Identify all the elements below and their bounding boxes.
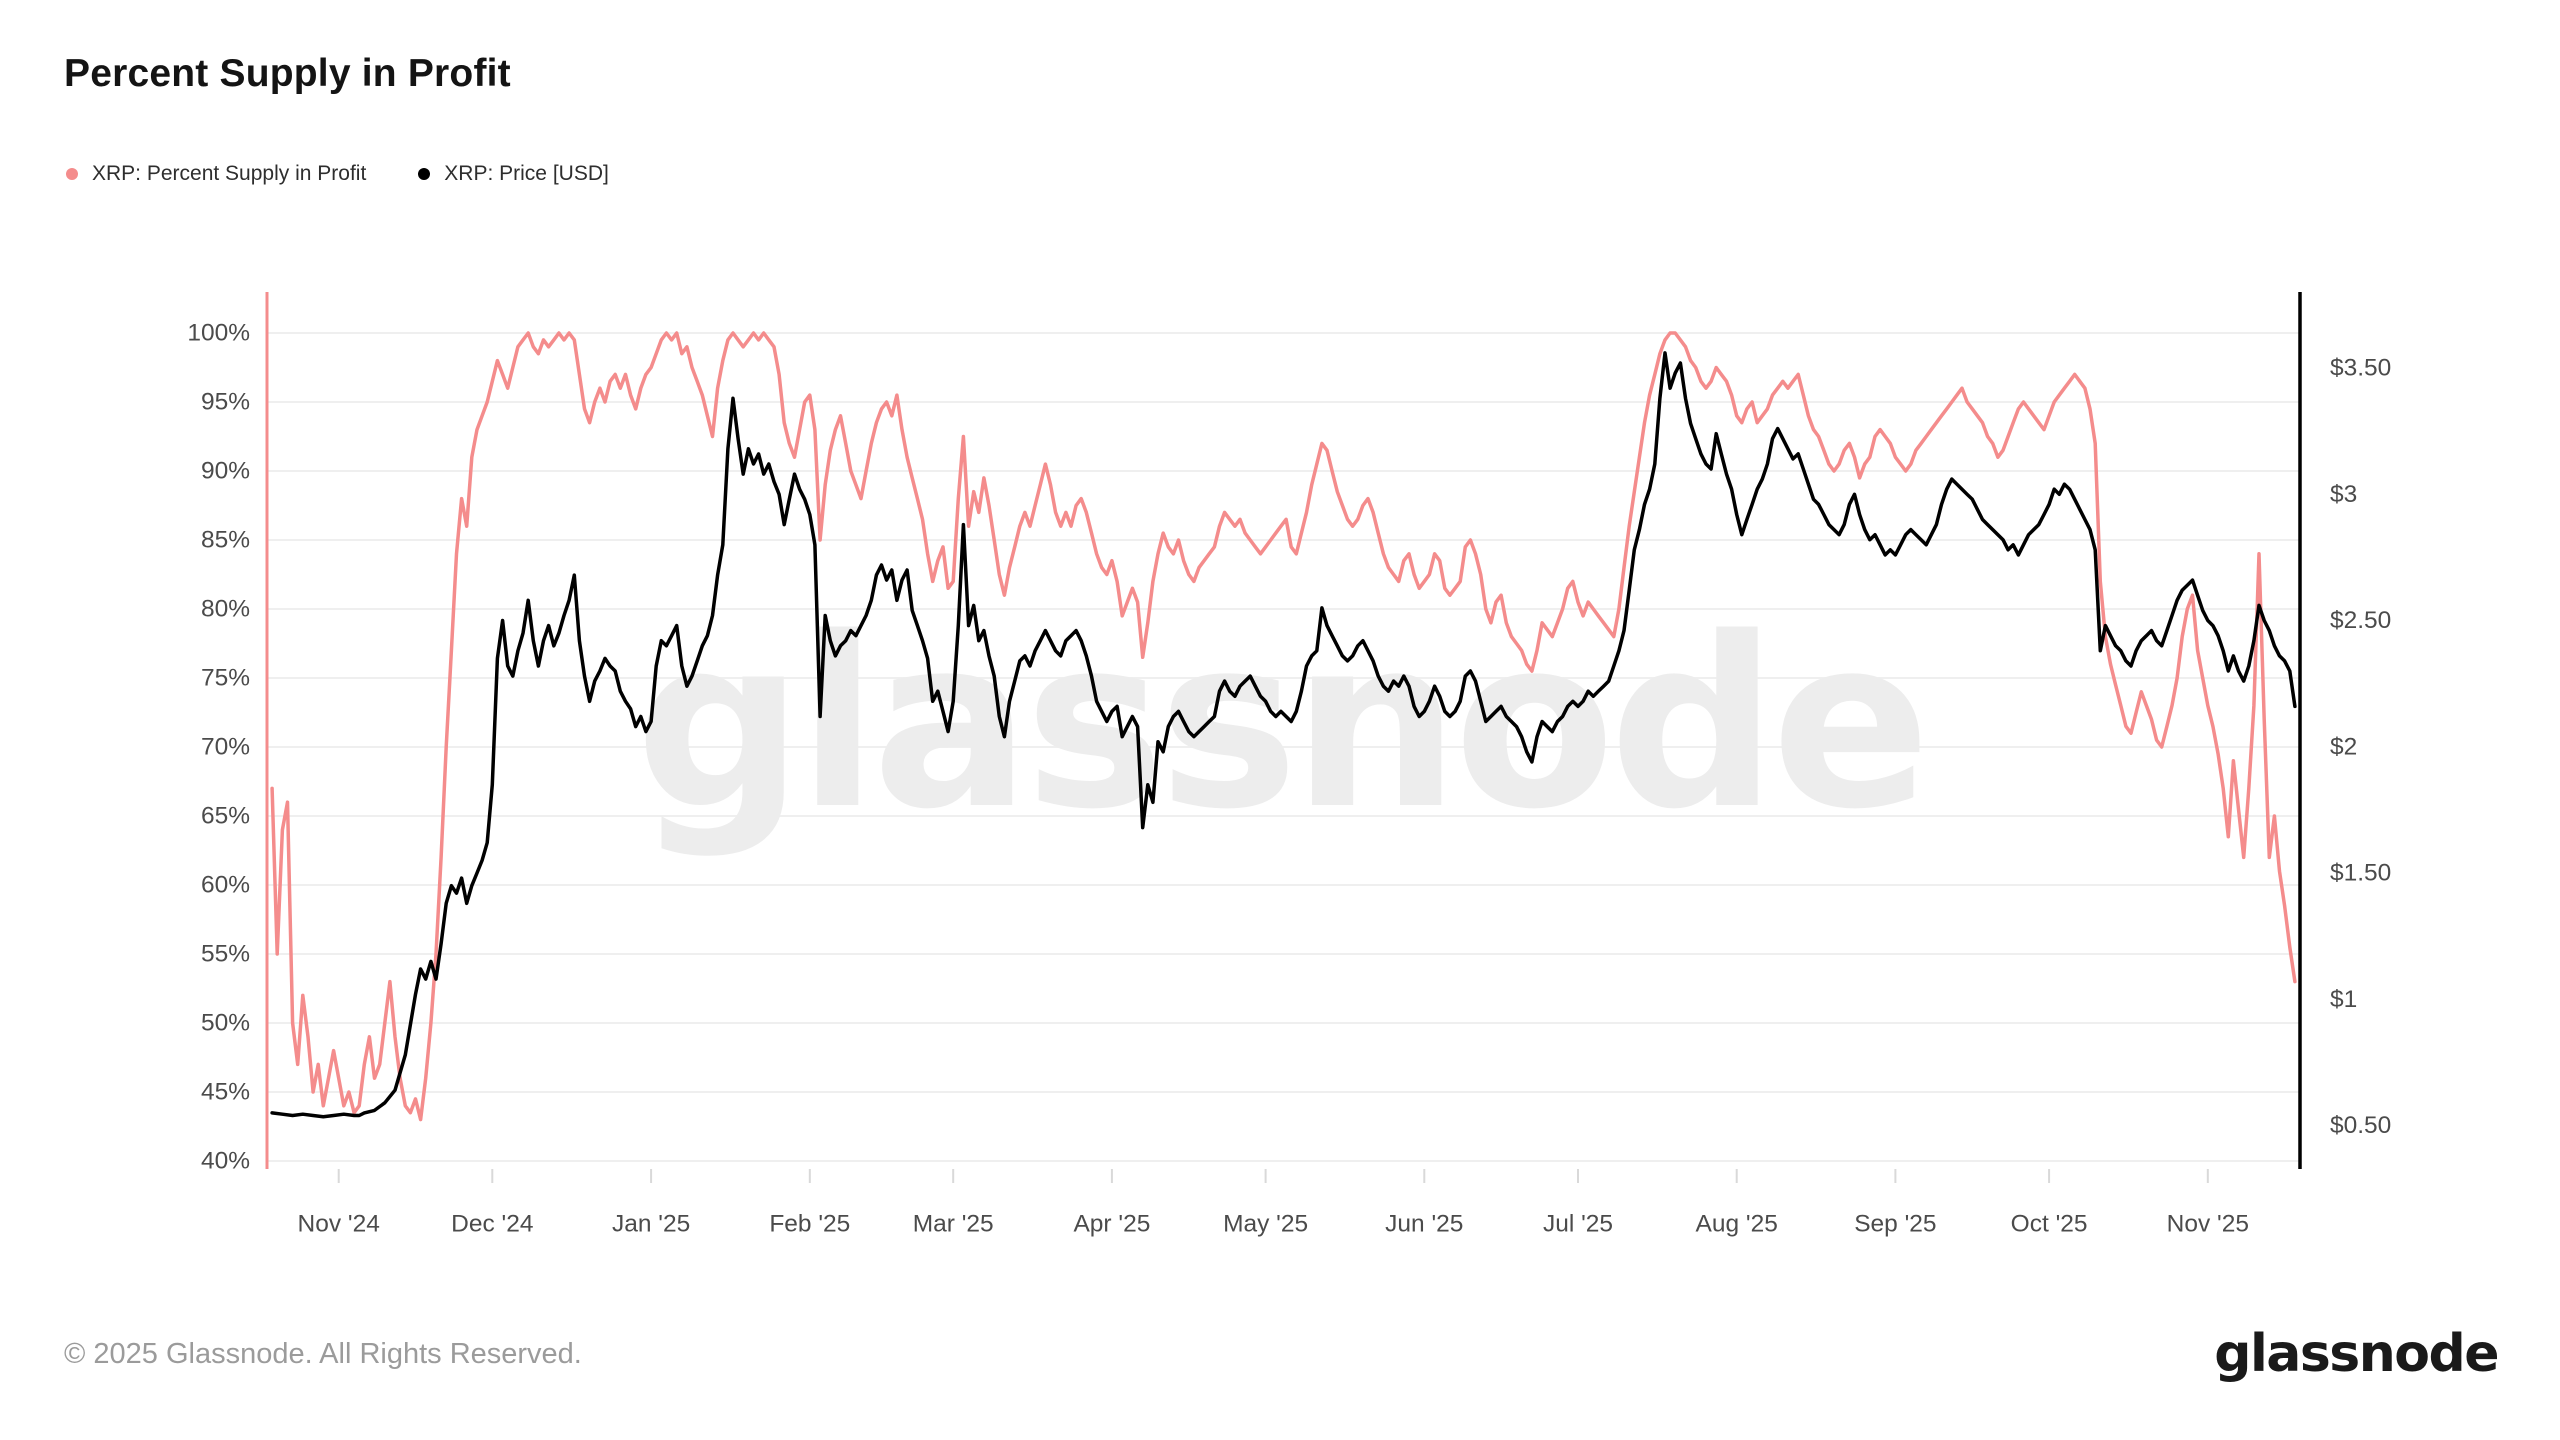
left-axis-label: 75% [201, 665, 250, 692]
left-axis-label: 40% [201, 1148, 250, 1175]
x-tick-label: Dec '24 [451, 1211, 533, 1238]
left-axis-label: 100% [187, 320, 250, 347]
left-axis-label: 70% [201, 734, 250, 761]
left-axis-label: 55% [201, 941, 250, 968]
right-axis-label: $1 [2330, 986, 2357, 1013]
x-tick-label: Nov '25 [2167, 1211, 2249, 1238]
x-tick-label: Jun '25 [1385, 1211, 1463, 1238]
x-tick-label: Feb '25 [769, 1211, 850, 1238]
x-tick-label: Nov '24 [298, 1211, 380, 1238]
right-axis-label: $3.50 [2330, 355, 2391, 382]
x-tick-label: Jan '25 [612, 1211, 690, 1238]
right-axis-label: $3 [2330, 481, 2357, 508]
legend-dot-black-icon [418, 168, 431, 180]
legend-item-percent-supply[interactable]: XRP: Percent Supply in Profit [66, 162, 366, 186]
x-tick-label: May '25 [1223, 1211, 1308, 1238]
glassnode-logo: glassnode [2214, 1324, 2499, 1384]
x-tick-label: Mar '25 [913, 1211, 994, 1238]
left-axis-label: 90% [201, 458, 250, 485]
right-axis-label: $1.50 [2330, 860, 2391, 887]
left-axis-label: 60% [201, 872, 250, 899]
left-axis-label: 95% [201, 389, 250, 416]
chart-legend: XRP: Percent Supply in Profit XRP: Price… [66, 162, 609, 186]
copyright-text: © 2025 Glassnode. All Rights Reserved. [64, 1338, 582, 1370]
right-axis-label: $2.50 [2330, 607, 2391, 634]
left-axis-label: 80% [201, 596, 250, 623]
x-tick-label: Apr '25 [1073, 1211, 1150, 1238]
series-price [270, 351, 2297, 1119]
x-tick-label: Aug '25 [1696, 1211, 1778, 1238]
legend-label-percent-supply: XRP: Percent Supply in Profit [92, 162, 367, 185]
left-axis-label: 85% [201, 527, 250, 554]
right-axis-label: $0.50 [2330, 1112, 2391, 1139]
x-tick-label: Sep '25 [1854, 1211, 1936, 1238]
legend-dot-pink-icon [66, 168, 78, 180]
legend-label-price: XRP: Price [USD] [444, 162, 609, 185]
x-tick-label: Jul '25 [1543, 1211, 1613, 1238]
right-axis-label: $2 [2330, 733, 2357, 760]
left-axis-label: 65% [201, 803, 250, 830]
left-axis-label: 45% [201, 1079, 250, 1106]
left-axis-label: 50% [201, 1010, 250, 1037]
page-title: Percent Supply in Profit [64, 52, 511, 95]
series-percent-supply [270, 331, 2297, 1122]
legend-item-price[interactable]: XRP: Price [USD] [418, 162, 609, 186]
x-tick-label: Oct '25 [2011, 1211, 2088, 1238]
